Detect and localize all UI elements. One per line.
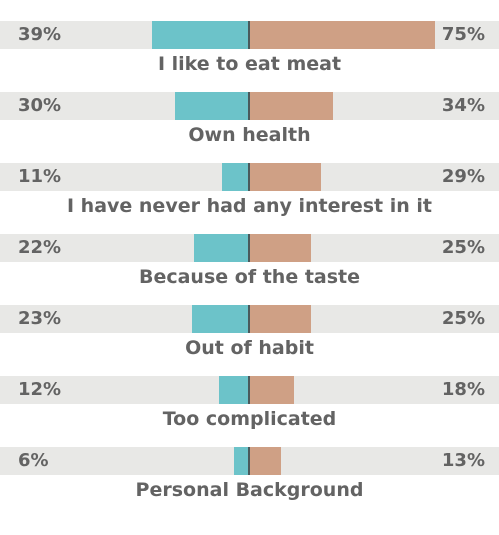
category-label: Too complicated (162, 408, 337, 430)
value-label-right: 75% (441, 24, 485, 45)
center-divider (248, 376, 250, 404)
chart-row: 30% 34% Own health (0, 84, 499, 155)
bar-right (249, 234, 311, 262)
value-label-right: 25% (441, 308, 485, 329)
value-label-right: 13% (441, 450, 485, 471)
value-label-left: 23% (18, 308, 62, 329)
bar-right (249, 305, 311, 333)
bar-left (194, 234, 249, 262)
value-label-left: 22% (18, 237, 62, 258)
bar-left (174, 92, 249, 120)
bar-right (249, 21, 435, 49)
chart-row: 11% 29% I have never had any interest in i… (0, 155, 499, 226)
value-label-right: 25% (441, 237, 485, 258)
category-label: I have never had any interest in it (66, 195, 433, 217)
center-divider (248, 21, 250, 49)
center-divider (248, 92, 250, 120)
chart-row: 39% 75% I like to eat meat (0, 13, 499, 84)
bar-right (249, 92, 334, 120)
bar-left (191, 305, 249, 333)
bar-left (221, 163, 249, 191)
value-label-left: 12% (18, 379, 62, 400)
value-label-left: 6% (18, 450, 49, 471)
value-label-left: 39% (18, 24, 62, 45)
center-divider (248, 305, 250, 333)
center-divider (248, 163, 250, 191)
value-label-left: 30% (18, 95, 62, 116)
chart-row: 23% 25% Out of habit (0, 297, 499, 368)
bar-right (249, 376, 294, 404)
category-label: Out of habit (185, 337, 314, 359)
category-label: Own health (188, 124, 311, 146)
category-label: I like to eat meat (157, 53, 342, 75)
center-divider (248, 234, 250, 262)
value-label-right: 34% (441, 95, 485, 116)
category-label: Personal Background (135, 479, 364, 501)
chart-row: 6% 13% Personal Background (0, 439, 499, 510)
bar-left (152, 21, 249, 49)
value-label-right: 29% (441, 166, 485, 187)
bar-right (249, 163, 321, 191)
bar-left (234, 447, 249, 475)
value-label-left: 11% (18, 166, 62, 187)
bar-left (219, 376, 249, 404)
chart-row: 12% 18% Too complicated (0, 368, 499, 439)
bar-right (249, 447, 282, 475)
chart-row: 22% 25% Because of the taste (0, 226, 499, 297)
center-divider (248, 447, 250, 475)
category-label: Because of the taste (138, 266, 360, 288)
value-label-right: 18% (441, 379, 485, 400)
